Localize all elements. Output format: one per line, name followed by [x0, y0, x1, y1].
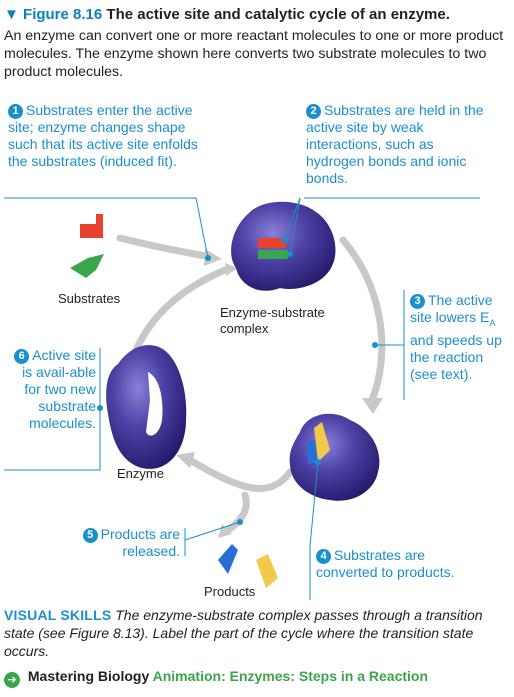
step-4-callout: 4 Substrates are converted to products. — [316, 547, 466, 581]
cycle-arrowheads — [176, 249, 383, 538]
label-enzyme-substrate-complex: Enzyme-substrate complex — [220, 305, 325, 336]
step-2-text: Substrates are held in the active site b… — [306, 102, 484, 186]
triangle-marker: ▼ — [4, 6, 19, 23]
figure-caption: An enzyme can convert one or more reacta… — [4, 28, 504, 80]
step-6-text: Active site is avail-able for two new su… — [22, 347, 96, 431]
enzyme-product-complex — [289, 413, 380, 501]
visual-skills-heading: VISUAL SKILLS — [4, 607, 112, 623]
step-6-badge: 6 — [14, 349, 30, 364]
mastering-brand: Mastering Biology — [27, 668, 150, 684]
visual-skills: VISUAL SKILLS The enzyme-substrate compl… — [4, 606, 510, 660]
figure-title: ▼ Figure 8.16 The active site and cataly… — [4, 6, 512, 23]
mastering-biology-bar: ➔ Mastering Biology Animation: Enzymes: … — [4, 668, 428, 688]
step-4-text: Substrates are converted to products. — [316, 547, 455, 580]
cycle-arrow-1 — [116, 234, 214, 261]
figure-title-text: The active site and catalytic cycle of a… — [106, 6, 450, 23]
enzyme-substrate-complex — [231, 201, 336, 291]
step-5-callout: 5 Products are released. — [58, 526, 180, 560]
callout-lines — [4, 197, 480, 600]
callout-dots — [97, 237, 378, 525]
visual-skills-text: The enzyme-substrate complex passes thro… — [4, 607, 483, 659]
label-substrates: Substrates — [58, 291, 121, 306]
step-1-text: Substrates enter the active site; enzyme… — [8, 102, 198, 169]
cycle-arrow-5 — [224, 491, 250, 534]
cycle-arrow-2 — [339, 236, 386, 404]
step-3-ea: EA — [480, 309, 496, 328]
step-3-text-a: The active site lowers — [410, 292, 493, 325]
cycle-arrow-4 — [128, 266, 229, 364]
cycle-arrow-3 — [186, 456, 294, 493]
step-6-callout: 6 Active site is avail-able for two new s… — [4, 347, 96, 432]
product-yellow — [256, 554, 278, 588]
substrate-red — [80, 214, 103, 238]
step-1-badge: 1 — [8, 104, 23, 119]
figure-number: Figure 8.16 — [23, 6, 103, 23]
label-enzyme: Enzyme — [117, 466, 164, 481]
substrate-green — [70, 254, 104, 278]
step-5-text: Products are released. — [100, 526, 180, 559]
step-3-callout: 3 The active site lowers EA and speeds up… — [410, 292, 512, 383]
label-products: Products — [204, 584, 256, 599]
step-3-text-b: and speeds up the reaction (see text). — [410, 331, 502, 382]
step-1-callout: 1 Substrates enter the active site; enzym… — [8, 102, 204, 170]
arrow-circle-icon: ➔ — [4, 672, 20, 688]
step-3-badge: 3 — [410, 294, 425, 309]
step-2-callout: 2 Substrates are held in the active site … — [306, 102, 486, 187]
enzyme-shape — [106, 345, 187, 469]
step-4-badge: 4 — [316, 549, 331, 564]
animation-link[interactable]: Animation: Enzymes: Steps in a Reaction — [152, 668, 429, 684]
step-2-badge: 2 — [306, 104, 321, 119]
step-5-badge: 5 — [82, 528, 98, 543]
product-blue — [218, 544, 238, 574]
cycle-arrows — [116, 234, 386, 534]
